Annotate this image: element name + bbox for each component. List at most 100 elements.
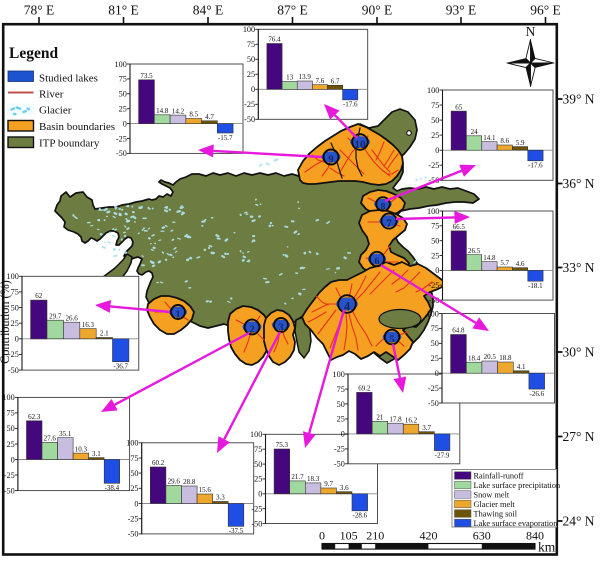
- svg-text:-25: -25: [8, 350, 19, 359]
- svg-text:96° E: 96° E: [530, 3, 561, 18]
- svg-text:50: 50: [247, 55, 255, 64]
- svg-text:21: 21: [376, 414, 384, 422]
- svg-text:75: 75: [11, 288, 19, 297]
- svg-text:100: 100: [243, 25, 255, 34]
- svg-text:76.4: 76.4: [268, 36, 281, 44]
- svg-text:420: 420: [420, 529, 438, 543]
- svg-text:75: 75: [431, 222, 439, 231]
- svg-text:13: 13: [286, 74, 294, 82]
- svg-text:65: 65: [455, 103, 463, 111]
- svg-text:2: 2: [249, 324, 254, 336]
- svg-text:14.8: 14.8: [483, 254, 496, 262]
- svg-text:27° N: 27° N: [563, 429, 595, 444]
- svg-text:25: 25: [7, 440, 15, 449]
- svg-text:210: 210: [366, 529, 384, 543]
- svg-text:7: 7: [386, 218, 392, 230]
- svg-text:50: 50: [337, 400, 345, 409]
- svg-text:14.8: 14.8: [156, 107, 169, 115]
- svg-text:75: 75: [119, 75, 127, 84]
- svg-text:25: 25: [431, 354, 439, 363]
- svg-text:17.8: 17.8: [389, 415, 402, 423]
- svg-text:0: 0: [435, 146, 439, 155]
- svg-text:75: 75: [431, 101, 439, 110]
- svg-text:29.6: 29.6: [168, 478, 181, 486]
- svg-text:66.5: 66.5: [453, 223, 466, 231]
- svg-text:90° E: 90° E: [362, 3, 393, 18]
- svg-text:21.7: 21.7: [291, 473, 304, 481]
- svg-text:24° N: 24° N: [563, 514, 595, 529]
- svg-text:78° E: 78° E: [24, 3, 55, 18]
- svg-text:84° E: 84° E: [193, 3, 224, 18]
- svg-text:2.1: 2.1: [100, 330, 109, 338]
- svg-text:100: 100: [427, 86, 439, 95]
- svg-text:km: km: [538, 540, 556, 555]
- svg-text:Lake surface evaporation: Lake surface evaporation: [474, 519, 559, 528]
- svg-text:-50: -50: [116, 149, 127, 158]
- svg-text:8.5: 8.5: [189, 111, 198, 119]
- svg-text:75: 75: [337, 385, 345, 394]
- svg-text:100: 100: [115, 60, 127, 69]
- svg-text:-17.6: -17.6: [343, 101, 358, 109]
- svg-text:16.2: 16.2: [405, 416, 418, 424]
- svg-text:20.5: 20.5: [484, 353, 497, 361]
- svg-text:-25: -25: [4, 471, 15, 480]
- svg-text:ITP boundary: ITP boundary: [39, 138, 100, 150]
- svg-text:Legend: Legend: [9, 45, 58, 62]
- svg-text:8: 8: [381, 201, 386, 212]
- svg-text:0: 0: [123, 119, 127, 128]
- svg-text:13.9: 13.9: [299, 73, 312, 81]
- svg-text:-50: -50: [8, 366, 19, 375]
- svg-text:50: 50: [7, 424, 15, 433]
- svg-text:50: 50: [119, 90, 127, 99]
- svg-text:50: 50: [431, 237, 439, 246]
- svg-text:-25: -25: [428, 161, 439, 170]
- svg-text:25: 25: [119, 105, 127, 114]
- svg-text:100: 100: [333, 370, 345, 379]
- svg-text:27.6: 27.6: [44, 435, 57, 443]
- svg-text:25: 25: [431, 131, 439, 140]
- svg-text:0: 0: [15, 335, 19, 344]
- svg-text:26.6: 26.6: [65, 314, 78, 322]
- svg-text:8.6: 8.6: [500, 137, 509, 145]
- svg-text:-50: -50: [428, 399, 439, 408]
- svg-text:87° E: 87° E: [277, 3, 308, 18]
- svg-text:-37.5: -37.5: [229, 527, 244, 535]
- svg-text:10: 10: [354, 139, 366, 151]
- svg-text:-25: -25: [428, 384, 439, 393]
- svg-text:4.1: 4.1: [517, 363, 526, 371]
- svg-text:0: 0: [319, 529, 325, 543]
- svg-text:18.8: 18.8: [499, 354, 512, 362]
- svg-text:73.5: 73.5: [140, 72, 153, 80]
- svg-text:Thawing soil: Thawing soil: [474, 509, 518, 518]
- svg-text:1: 1: [175, 309, 180, 320]
- svg-text:25: 25: [254, 475, 262, 484]
- svg-text:N: N: [526, 24, 536, 39]
- svg-text:100: 100: [427, 207, 439, 216]
- svg-text:Contribution (%): Contribution (%): [0, 280, 12, 364]
- svg-text:4.6: 4.6: [516, 260, 525, 268]
- svg-text:-38.4: -38.4: [105, 484, 120, 492]
- svg-text:18.3: 18.3: [307, 475, 320, 483]
- svg-text:16.3: 16.3: [82, 321, 95, 329]
- svg-text:75: 75: [431, 324, 439, 333]
- svg-text:-28.6: -28.6: [353, 512, 368, 520]
- svg-text:-27.9: -27.9: [435, 451, 450, 459]
- svg-text:36° N: 36° N: [563, 176, 595, 191]
- svg-text:840: 840: [526, 529, 544, 543]
- svg-text:7.6: 7.6: [316, 77, 325, 85]
- svg-text:100: 100: [427, 309, 439, 318]
- svg-text:4: 4: [344, 299, 351, 313]
- svg-text:-26.6: -26.6: [530, 390, 545, 398]
- svg-text:0: 0: [258, 490, 262, 499]
- svg-text:25: 25: [247, 70, 255, 79]
- svg-text:26.5: 26.5: [468, 247, 481, 255]
- svg-text:3.1: 3.1: [92, 450, 101, 458]
- svg-text:0: 0: [341, 430, 345, 439]
- svg-text:60.2: 60.2: [152, 459, 165, 467]
- svg-text:64.8: 64.8: [452, 327, 465, 335]
- svg-text:75: 75: [130, 454, 138, 463]
- svg-text:5.9: 5.9: [516, 139, 525, 147]
- svg-text:630: 630: [473, 529, 491, 543]
- svg-text:-50: -50: [251, 519, 262, 528]
- svg-text:50: 50: [431, 116, 439, 125]
